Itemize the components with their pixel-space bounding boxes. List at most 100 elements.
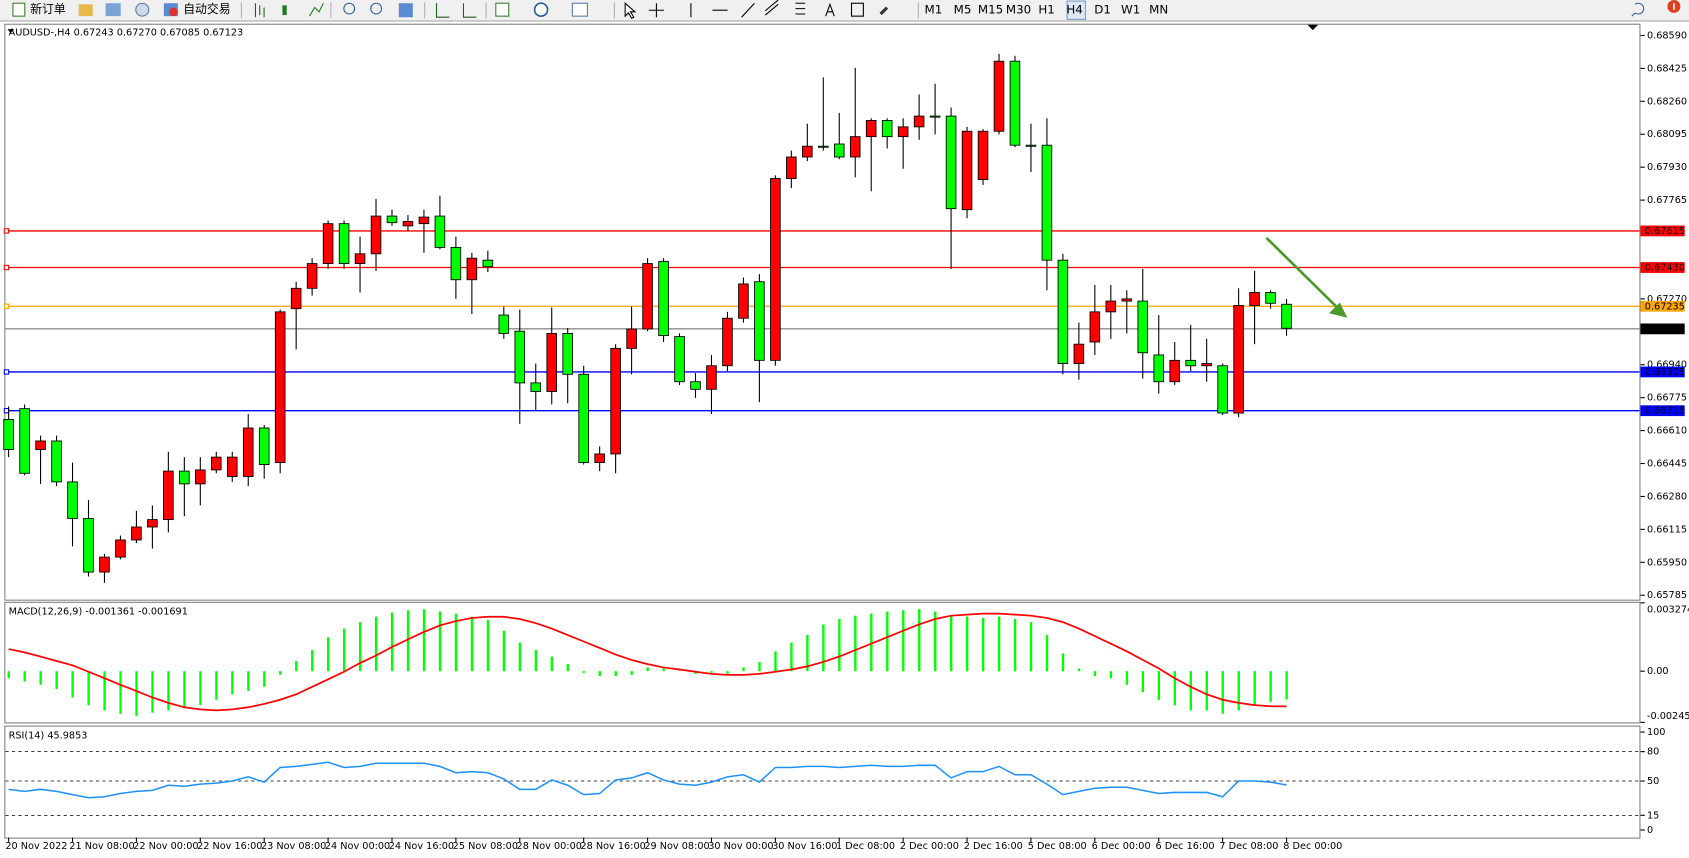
macd-bar [806,635,809,672]
timeframe-button[interactable]: M30 [1006,3,1031,17]
macd-bar [646,667,649,672]
macd-bar [103,671,106,711]
macd-bar [790,642,793,672]
candle-body [1185,359,1196,367]
x-tick-label: 1 Dec 08:00 [836,841,895,852]
auto-trading-button[interactable]: 自动交易 [163,2,231,16]
candle-body [849,136,861,158]
candle-body [818,145,829,148]
candle-body [434,215,446,248]
candle-body [913,115,925,128]
macd-bar [870,613,873,672]
timeframe-button[interactable]: M5 [954,3,972,17]
autoscroll-button[interactable] [462,3,477,18]
y-tick-label: 100 [1647,727,1666,738]
x-tick-label: 22 Nov 16:00 [197,841,262,852]
candle-body [802,145,813,158]
new-order-button[interactable]: 新订单 [12,2,66,17]
macd-bar [215,671,218,700]
line-chart-button[interactable] [308,2,324,17]
macd-bar [55,671,58,689]
candle-body [306,263,318,289]
auto-trading-label: 自动交易 [183,2,230,16]
candle-body [1137,300,1149,354]
candle-body [674,336,685,383]
candle-body [594,453,605,463]
macd-bar [1221,671,1224,714]
timeframe-button[interactable]: M15 [978,3,1003,17]
macd-panel-border [4,601,1641,724]
timeframe-button[interactable]: H4 [1066,3,1082,17]
templates-button[interactable] [571,2,588,17]
level-label: 0.67235 [1645,301,1685,312]
fibonacci-button[interactable] [795,2,806,15]
search-button[interactable] [1631,2,1645,17]
macd-bar [886,611,889,672]
candle-body [498,314,510,334]
timeframe-button[interactable]: W1 [1121,3,1140,17]
candle-body [482,259,494,268]
rsi-panel-border [4,725,1641,839]
candle-body [3,418,14,450]
candle-body [690,381,701,390]
tile-windows-button[interactable] [398,3,413,18]
indicators-button[interactable] [495,2,510,17]
x-tick-label: 28 Nov 00:00 [517,841,582,852]
plot-layer: 0.68590 0.68425 0.68260 0.68095 0.67930 0.677… [3,30,1689,852]
macd-bar [726,671,729,674]
level-label-box [1640,405,1685,417]
cursor-button[interactable] [624,2,637,20]
crosshair-button[interactable] [648,3,664,18]
candle-body [530,382,542,392]
macd-bar [135,671,138,716]
level-label: 0.67615 [1645,226,1685,237]
timeframe-button[interactable]: D1 [1094,3,1111,17]
arrows-button[interactable] [879,6,889,16]
bar-chart-button[interactable] [254,3,265,18]
candle-body [1169,359,1180,383]
macd-bar [1205,671,1208,711]
chart-shift-button[interactable] [435,3,450,18]
trendline-button[interactable] [741,2,755,18]
macd-bar [981,617,985,672]
candle-body [1281,303,1292,329]
timeframe-button[interactable]: H1 [1038,3,1054,17]
signal-line [8,612,1287,712]
macd-bar [1045,635,1049,672]
candle-body [274,311,286,463]
level-handle [3,408,10,414]
timeframe-button[interactable]: M1 [925,3,943,17]
candle-body [242,427,254,477]
macd-bar [119,671,122,714]
y-tick-label: 0.66115 [1647,524,1687,535]
macd-bar [502,630,506,672]
candle-body [450,246,462,281]
candle-body [147,519,158,528]
timeframe-button[interactable]: MN [1149,3,1168,17]
y-tick-label: 80 [1647,747,1659,758]
candle-body [195,469,206,485]
macd-bar [374,616,378,672]
toolbar-icon[interactable] [135,2,150,17]
y-tick-label: 0.67765 [1647,195,1687,206]
macd-bar [311,650,314,672]
macd-bar [678,670,681,672]
macd-bar [1077,668,1081,672]
title-marker [7,29,15,34]
label-button[interactable] [850,2,864,17]
toolbar-icon[interactable] [78,4,93,17]
macd-bar [1061,653,1065,672]
text-button[interactable] [825,2,835,17]
zoom-out-button[interactable] [370,2,383,15]
candle-body [1201,363,1212,367]
candle-chart-button[interactable] [282,5,287,16]
macd-bar [1013,619,1017,672]
zoom-in-button[interactable] [343,2,356,15]
x-tick-label: 23 Nov 08:00 [261,841,326,852]
candle-body [897,126,909,138]
periods-button[interactable] [533,2,549,17]
channel-button[interactable] [764,0,779,16]
x-tick-label: 5 Dec 08:00 [1028,841,1087,852]
toolbar-icon[interactable] [105,3,121,17]
macd-bar [934,611,937,672]
